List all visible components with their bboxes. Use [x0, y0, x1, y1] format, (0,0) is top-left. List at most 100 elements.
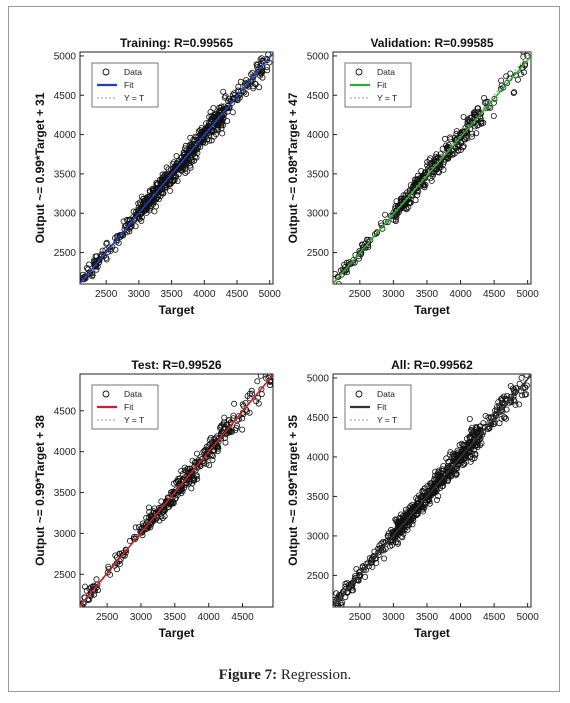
data-point [255, 66, 262, 73]
data-point [349, 579, 356, 586]
data-point [209, 456, 216, 463]
data-point [171, 177, 178, 184]
data-point [199, 133, 206, 140]
y-tick-label: 2500 [54, 248, 77, 259]
data-point [200, 460, 207, 467]
legend-identity-label: Y = T [124, 93, 144, 103]
data-point [414, 498, 421, 505]
data-point [254, 378, 261, 385]
x-tick-label: 4500 [231, 612, 254, 623]
y-tick-label: 3500 [54, 488, 77, 499]
data-point [243, 91, 250, 98]
data-point [159, 515, 166, 522]
y-tick-label: 4500 [54, 91, 77, 102]
data-point [177, 487, 184, 494]
data-point [151, 505, 158, 512]
data-point [217, 107, 224, 114]
data-point [80, 599, 87, 606]
data-point [478, 120, 485, 127]
data-point [419, 493, 426, 500]
legend: Data Fit Y = T [91, 62, 159, 108]
data-point [335, 602, 342, 607]
x-tick-label: 4000 [449, 612, 472, 623]
data-point [480, 420, 487, 427]
data-point [426, 163, 433, 170]
x-tick-label: 2500 [95, 289, 118, 300]
data-point [91, 258, 98, 265]
data-point [210, 105, 217, 112]
data-point [191, 477, 198, 484]
caption-label: Figure 7: [218, 667, 278, 683]
data-point [522, 384, 529, 391]
chart-panel-4: 2500 3000 3500 4000 4500 5000 2500 3000 3500 4000… [286, 358, 539, 640]
data-point [498, 82, 505, 89]
data-point [190, 136, 197, 143]
data-point [523, 374, 530, 378]
x-tick-label: 2500 [349, 612, 372, 623]
data-point [481, 95, 488, 102]
data-point [412, 506, 419, 513]
data-point [477, 110, 484, 117]
data-point [221, 414, 228, 421]
data-point [425, 165, 432, 172]
legend-data-marker [102, 68, 110, 76]
data-point [522, 391, 529, 398]
x-axis-label: Target [414, 626, 450, 640]
data-point [444, 155, 451, 162]
data-point [253, 61, 260, 68]
x-tick-label: 3000 [382, 612, 405, 623]
data-point [371, 548, 378, 555]
data-point [162, 171, 169, 178]
data-point [150, 508, 157, 515]
data-point [466, 415, 473, 422]
data-point [96, 256, 103, 263]
data-point [254, 394, 261, 401]
data-point [148, 517, 155, 524]
data-point [160, 508, 167, 515]
x-tick-label: 4500 [226, 289, 249, 300]
data-point [496, 420, 503, 427]
data-point [466, 118, 473, 125]
data-point [133, 534, 140, 541]
y-tick-label: 5000 [307, 373, 330, 384]
data-point [509, 385, 516, 392]
data-point [258, 386, 265, 393]
data-point [218, 103, 225, 110]
chart-title: All: R=0.99562 [391, 358, 473, 372]
data-point [257, 72, 264, 79]
data-point [173, 479, 180, 486]
y-tick-label: 3000 [307, 209, 330, 220]
data-point [239, 415, 246, 422]
data-point [207, 434, 214, 441]
data-point [471, 109, 478, 116]
data-point [492, 407, 499, 414]
data-point [208, 112, 215, 119]
data-point [375, 549, 382, 556]
data-point [175, 475, 182, 482]
data-point [432, 468, 439, 475]
data-point [195, 134, 202, 141]
data-point [208, 137, 215, 144]
data-point [137, 199, 144, 206]
x-axis-label: Target [159, 626, 195, 640]
data-point [235, 83, 242, 90]
legend-data-marker [102, 390, 110, 398]
data-point [161, 507, 168, 514]
data-point [408, 506, 415, 513]
data-point [455, 147, 462, 154]
data-point [262, 374, 267, 375]
y-axis-label: Output ~= 0.99*Target + 38 [33, 415, 47, 566]
legend: Data Fit Y = T [344, 384, 412, 430]
data-point [519, 392, 526, 399]
legend-data-label: Data [377, 389, 395, 399]
data-point [395, 209, 402, 216]
legend-fit-label: Fit [124, 80, 134, 90]
data-point [225, 95, 232, 102]
x-tick-label: 4000 [198, 612, 221, 623]
y-tick-label: 4000 [54, 447, 77, 458]
data-point [381, 555, 388, 562]
data-point [447, 136, 454, 143]
data-point [464, 135, 471, 142]
data-point [482, 412, 489, 419]
data-point [217, 424, 224, 431]
